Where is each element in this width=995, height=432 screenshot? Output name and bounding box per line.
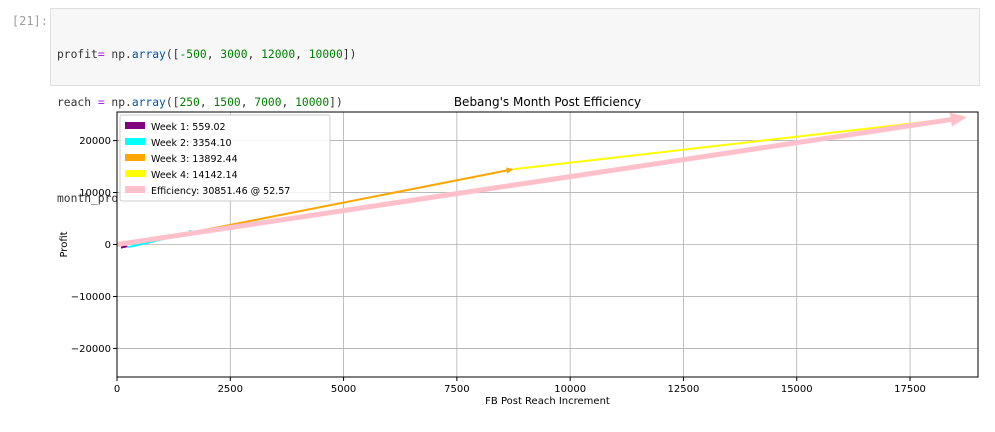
code-token: ([ [165, 48, 180, 61]
legend-label: Week 3: 13892.44 [151, 154, 238, 165]
code-token: 1500 [213, 96, 241, 109]
arrows [116, 112, 967, 249]
code-token: , [240, 96, 255, 109]
y-tick-label: 10000 [79, 188, 111, 199]
legend-swatch [125, 186, 145, 193]
code-token: = [91, 96, 112, 109]
code-token: , [281, 96, 296, 109]
code-token: 10000 [295, 96, 330, 109]
code-token: , [206, 48, 221, 61]
code-token: ]) [342, 48, 357, 61]
x-axis-label: FB Post Reach Increment [485, 396, 610, 407]
y-tick-label: −20000 [71, 344, 111, 355]
x-tick-label: 7500 [444, 384, 469, 395]
x-tick-label: 15000 [781, 384, 813, 395]
legend-swatch [125, 170, 145, 177]
x-tick-label: 0 [114, 384, 120, 395]
x-tick-label: 12500 [668, 384, 700, 395]
code-token: array [131, 96, 166, 109]
code-token: 7000 [254, 96, 282, 109]
arrow-efficiency [116, 112, 967, 247]
code-cell[interactable]: profit= np.array([-500, 3000, 12000, 100… [50, 8, 980, 205]
code-token: profit [57, 48, 98, 61]
y-tick-label: 0 [105, 240, 111, 251]
quiver-chart: 0 2500 5000 7500 10000 12500 15000 17500−20000−… [59, 95, 979, 407]
code-token: -500 [179, 48, 207, 61]
code-token: reach [57, 96, 92, 109]
code-token: np. [104, 48, 132, 61]
legend-label: Week 4: 14142.14 [151, 170, 238, 181]
code-line-2: reach = np.array([250, 1500, 7000, 10000… [57, 95, 973, 111]
code-token: array [131, 48, 166, 61]
x-tick-label: 10000 [554, 384, 586, 395]
x-tick-label: 2500 [218, 384, 243, 395]
code-token: 10000 [308, 48, 343, 61]
legend-swatch [125, 138, 145, 145]
legend-swatch [125, 122, 145, 129]
code-token: 250 [179, 96, 200, 109]
code-line-1: profit= np.array([-500, 3000, 12000, 100… [57, 47, 973, 63]
legend-label: Efficiency: 30851.46 @ 52.57 [151, 186, 290, 197]
y-axis-label: Profit [59, 231, 70, 257]
code-token: = [97, 48, 105, 61]
code-token: ([ [165, 96, 180, 109]
legend-label: Week 1: 559.02 [151, 122, 226, 133]
code-token: , [247, 48, 262, 61]
legend-swatch [125, 154, 145, 161]
y-tick-label: −10000 [71, 292, 111, 303]
legend: Week 1: 559.02 Week 2: 3354.10 Week 3: 138… [119, 114, 331, 202]
legend-frame [119, 114, 331, 202]
code-token: ]) [329, 96, 343, 109]
code-token: np. [111, 96, 132, 109]
x-tick-label: 5000 [331, 384, 356, 395]
code-token: , [199, 96, 214, 109]
code-token: 3000 [220, 48, 248, 61]
output-area: 0 2500 5000 7500 10000 12500 15000 17500 −20000−… [50, 92, 985, 422]
code-token: , [295, 48, 309, 61]
legend-label: Week 2: 3354.10 [151, 138, 232, 149]
ticks: 0 2500 5000 7500 10000 12500 15000 17500 −20000 −… [71, 136, 926, 395]
arrow-week-3 [196, 167, 514, 233]
cell-prompt: [21]: [11, 14, 48, 28]
y-tick-label: 20000 [79, 136, 111, 147]
x-tick-label: 17500 [894, 384, 926, 395]
code-token: 12000 [261, 48, 296, 61]
chart-title: Bebang's Month Post Efficiency [454, 95, 641, 109]
